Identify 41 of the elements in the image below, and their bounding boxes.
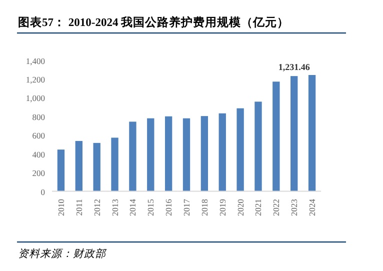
y-tick-label: 200 xyxy=(32,168,45,178)
x-tick-label: 2013 xyxy=(110,199,120,216)
x-tick-label: 2017 xyxy=(182,199,192,216)
y-tick-label: 400 xyxy=(32,149,45,160)
x-tick-label: 2018 xyxy=(199,199,210,216)
x-tick-label: 2011 xyxy=(74,199,84,216)
bar xyxy=(272,82,280,192)
bar xyxy=(236,108,244,192)
bar xyxy=(93,142,100,192)
x-tick-label: 2019 xyxy=(217,199,228,216)
y-tick-label: 1,400 xyxy=(26,56,45,66)
bar xyxy=(254,102,262,192)
y-tick-label: 800 xyxy=(32,112,45,122)
x-tick-label: 2014 xyxy=(128,198,138,216)
y-tick-label: 0 xyxy=(40,186,45,197)
x-tick-label: 2020 xyxy=(235,199,246,216)
text: 资料来源：财政部 xyxy=(18,248,107,260)
y-tick-label: 1,000 xyxy=(26,93,45,104)
bar xyxy=(164,116,172,192)
y-tick-label: 600 xyxy=(32,130,45,141)
bar xyxy=(129,122,136,192)
bar xyxy=(200,116,208,192)
data-label: 1,231.46 xyxy=(278,62,310,72)
bar xyxy=(111,138,118,192)
bar xyxy=(75,140,82,192)
bar xyxy=(182,118,190,192)
x-tick-label: 2016 xyxy=(164,199,174,216)
x-tick-label: 2022 xyxy=(271,199,282,216)
bar xyxy=(218,113,226,192)
x-tick-label: 2012 xyxy=(92,199,102,216)
chart-title: 图表57： 2010-2024 我国公路养护费用规模（亿元） xyxy=(18,15,290,29)
bar xyxy=(147,118,154,192)
bar xyxy=(57,150,65,192)
bar xyxy=(290,76,298,192)
x-tick-label: 2023 xyxy=(289,199,300,216)
x-tick-label: 2010 xyxy=(56,199,66,216)
y-tick-label: 1,200 xyxy=(26,74,45,85)
x-tick-label: 2024 xyxy=(307,198,318,216)
x-tick-label: 2015 xyxy=(146,199,156,216)
x-tick-label: 2021 xyxy=(253,199,264,216)
bar xyxy=(308,74,316,192)
